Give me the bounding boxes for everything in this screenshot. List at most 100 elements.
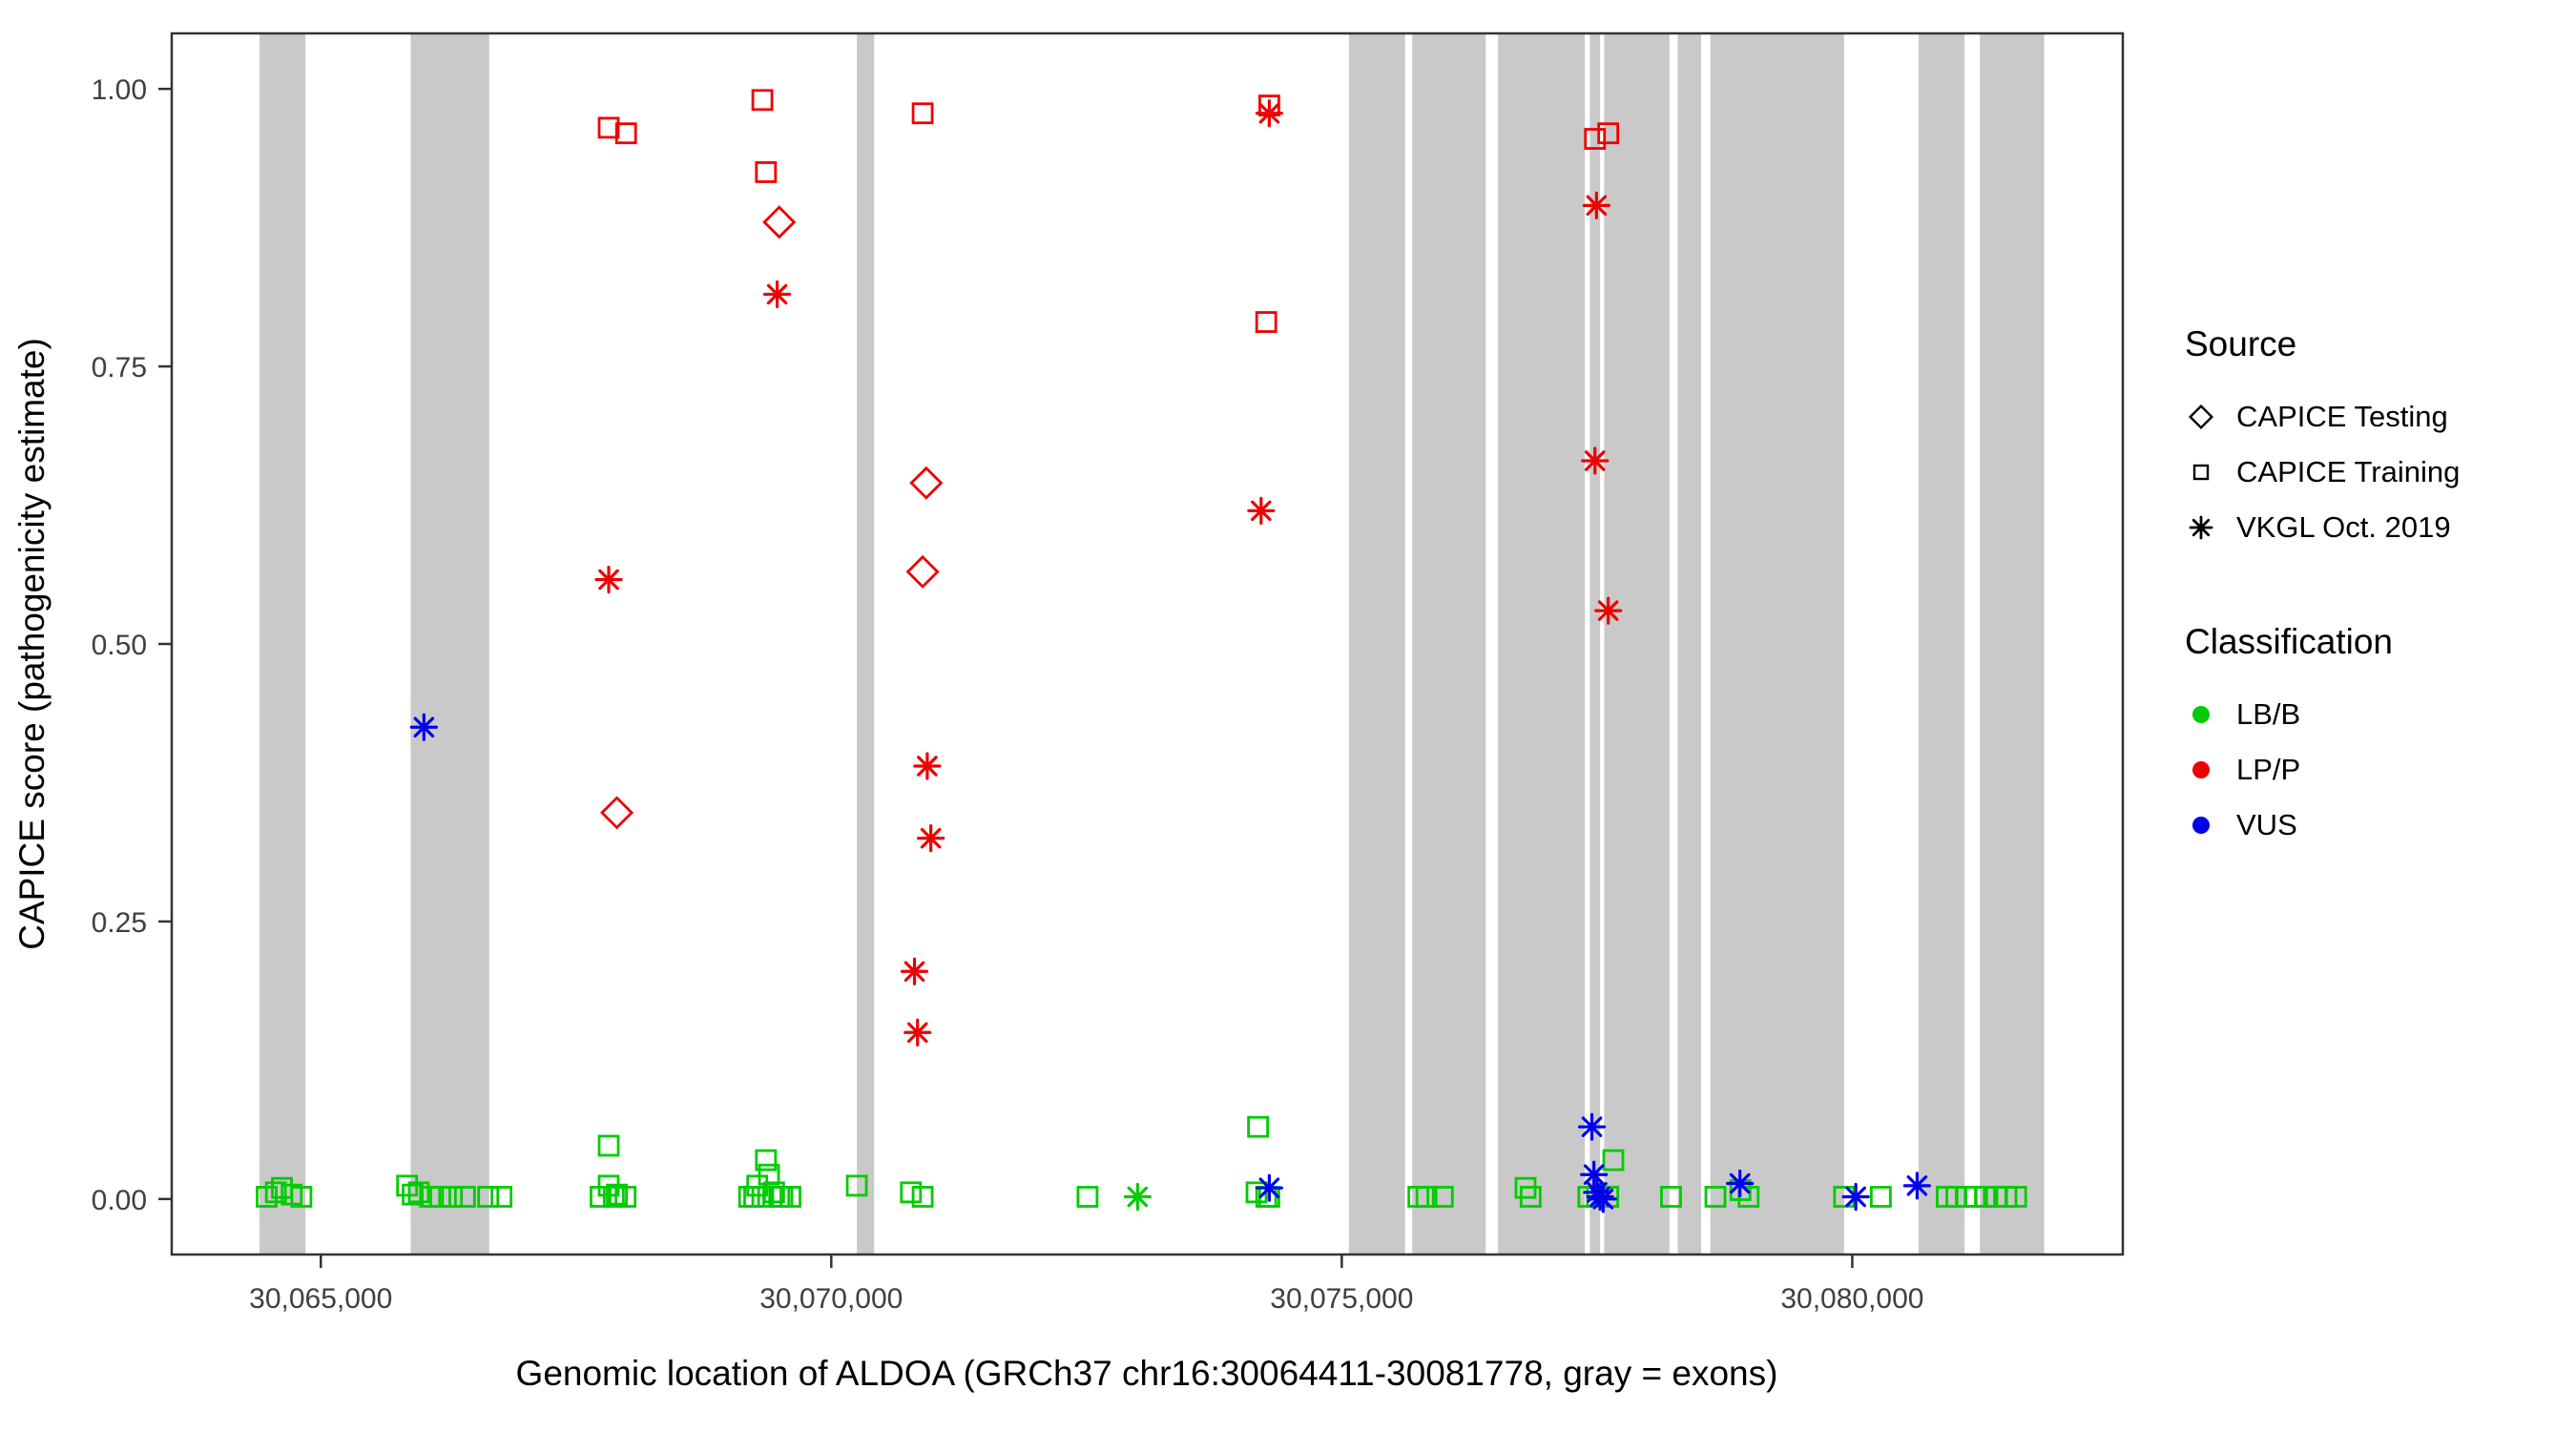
- data-point-diamond: [600, 796, 634, 830]
- data-point-square: [597, 116, 620, 139]
- data-point-square: [1660, 1186, 1682, 1208]
- data-point-asterisk: [1255, 99, 1283, 128]
- data-point-diamond: [762, 205, 797, 239]
- data-point-square: [614, 122, 637, 145]
- data-point-asterisk: [1580, 1160, 1609, 1189]
- legend-classification-item: LB/B: [2185, 687, 2557, 742]
- data-point-square: [1519, 1186, 1542, 1208]
- data-point-asterisk: [409, 713, 438, 741]
- y-axis-title: CAPICE score (pathogenicity estimate): [12, 338, 52, 950]
- exon-band: [1498, 33, 1586, 1255]
- legend-source-label: CAPICE Training: [2236, 455, 2461, 488]
- x-tick-label: 30,075,000: [1270, 1283, 1413, 1315]
- exon-band: [1589, 33, 1601, 1255]
- data-point-square: [1431, 1186, 1454, 1208]
- exon-band: [1412, 33, 1486, 1255]
- legend-classification-item: VUS: [2185, 798, 2557, 853]
- x-tick-label: 30,070,000: [759, 1283, 903, 1315]
- data-point-square: [755, 161, 778, 183]
- diamond-key-icon: [2188, 404, 2214, 430]
- exon-band: [1710, 33, 1844, 1255]
- data-point-square: [407, 1181, 430, 1204]
- asterisk-key-icon: [2189, 515, 2213, 540]
- exon-band: [857, 33, 875, 1255]
- data-point-square: [900, 1181, 923, 1204]
- data-point-asterisk: [594, 565, 623, 594]
- data-point-square: [429, 1186, 451, 1208]
- exon-band: [1348, 33, 1405, 1255]
- data-point-square: [1869, 1186, 1892, 1208]
- data-point-asterisk: [917, 824, 945, 853]
- data-point-square: [746, 1174, 769, 1197]
- square-key-icon: [2192, 464, 2210, 481]
- data-point-square: [614, 1186, 637, 1208]
- data-point-square: [1602, 1149, 1625, 1172]
- data-point-square: [1076, 1186, 1099, 1208]
- data-point-asterisk: [1902, 1172, 1931, 1200]
- x-axis-title: Genomic location of ALDOA (GRCh37 chr16:…: [516, 1354, 1778, 1393]
- color-dot-icon: [2192, 706, 2210, 723]
- data-point-square: [779, 1186, 801, 1208]
- legend-classification-item: LP/P: [2185, 742, 2557, 798]
- data-point-square: [911, 102, 934, 125]
- legend-source-label: VKGL Oct. 2019: [2236, 510, 2451, 544]
- y-tick-label: 1.00: [92, 74, 147, 106]
- data-point-asterisk: [1255, 1173, 1283, 1202]
- data-point-square: [597, 1134, 620, 1157]
- data-point-square: [751, 89, 774, 112]
- data-point-asterisk: [1581, 446, 1610, 475]
- data-point-asterisk: [900, 957, 929, 985]
- data-point-asterisk: [904, 1018, 932, 1047]
- x-tick-label: 30,065,000: [249, 1283, 392, 1315]
- exon-band: [1918, 33, 1965, 1255]
- data-point-square: [1255, 311, 1278, 333]
- data-point-square: [590, 1186, 612, 1208]
- data-point-square: [1247, 1115, 1270, 1138]
- legend-source-item: VKGL Oct. 2019: [2185, 500, 2557, 555]
- legend-classification-label: VUS: [2236, 808, 2297, 841]
- data-point-asterisk: [1577, 1112, 1607, 1141]
- data-point-diamond: [909, 466, 944, 500]
- data-point-asterisk: [1594, 596, 1623, 625]
- exon-band: [410, 33, 489, 1255]
- data-point-asterisk: [1726, 1169, 1755, 1198]
- legend-source-items: CAPICE Testing CAPICE Training VKGL Oct. 2…: [2185, 389, 2557, 555]
- legend-classification-title: Classification: [2185, 622, 2393, 661]
- plot-panel: 30,065,000 30,070,000 30,075,000 30,080,000…: [92, 31, 2125, 1315]
- y-tick-label: 0.00: [92, 1185, 147, 1216]
- data-point-asterisk: [762, 280, 792, 309]
- data-point-square: [1584, 128, 1607, 150]
- data-point-square: [737, 1186, 760, 1208]
- data-point-asterisk: [1123, 1182, 1152, 1212]
- data-point-square: [1415, 1186, 1438, 1208]
- data-point-square: [1597, 122, 1620, 145]
- data-point-asterisk: [1247, 496, 1276, 525]
- exon-band: [260, 33, 306, 1255]
- legend-classification-label: LP/P: [2236, 753, 2301, 786]
- legend-source-label: CAPICE Testing: [2236, 400, 2448, 433]
- legend-source-item: CAPICE Testing: [2185, 389, 2557, 445]
- data-point-asterisk: [1582, 191, 1610, 219]
- legend-source-item: CAPICE Training: [2185, 445, 2557, 500]
- data-point-square: [2005, 1186, 2027, 1208]
- legend-classification-label: LB/B: [2236, 697, 2301, 731]
- data-point-square: [1704, 1186, 1727, 1208]
- color-dot-icon: [2192, 817, 2210, 834]
- y-tick-label: 0.25: [92, 907, 147, 939]
- data-point-square: [453, 1186, 476, 1208]
- data-point-square: [477, 1186, 500, 1208]
- data-point-square: [911, 1186, 934, 1208]
- data-point-square: [762, 1181, 785, 1204]
- data-point-square: [1974, 1186, 1996, 1208]
- exon-band: [1604, 33, 1670, 1255]
- data-point-asterisk: [913, 752, 942, 780]
- data-point-square: [755, 1149, 778, 1172]
- y-tick-label: 0.75: [92, 352, 147, 384]
- data-point-square: [441, 1186, 464, 1208]
- data-point-square: [402, 1183, 424, 1206]
- legend: Source CAPICE Testing CAPICE Training VKGL…: [2185, 324, 2557, 853]
- data-point-square: [264, 1181, 287, 1204]
- legend-source-title: Source: [2185, 324, 2297, 363]
